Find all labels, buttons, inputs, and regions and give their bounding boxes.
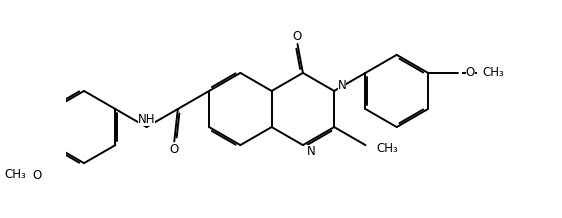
Text: CH₃: CH₃: [4, 168, 26, 181]
Text: N: N: [306, 145, 315, 158]
Text: CH₃: CH₃: [483, 66, 505, 79]
Text: O: O: [170, 143, 179, 156]
Text: CH₃: CH₃: [377, 142, 398, 155]
Text: NH: NH: [138, 113, 155, 126]
Text: N: N: [338, 79, 347, 92]
Text: O: O: [32, 169, 41, 182]
Text: O: O: [293, 30, 302, 43]
Text: O: O: [465, 66, 475, 79]
